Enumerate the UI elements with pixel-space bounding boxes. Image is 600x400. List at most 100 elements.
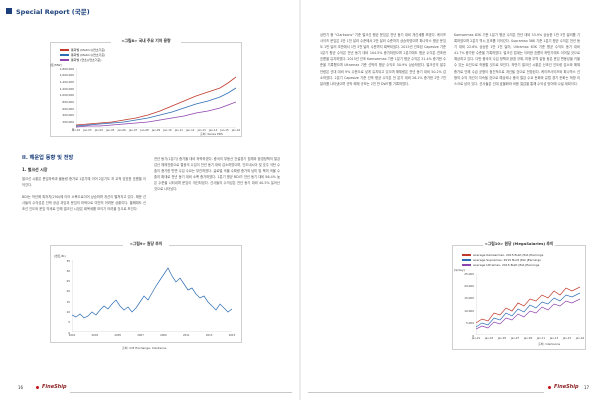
chart1-x-tick: Jan-04 — [94, 129, 103, 132]
chart2-y-tick: 35 — [66, 258, 70, 263]
chart1-y-tick: 1,200,000 — [59, 86, 74, 91]
page-spine — [299, 0, 301, 400]
report-header: Special Report (국문) — [6, 6, 90, 16]
chart1-y-tick: 1,600,000 — [59, 73, 74, 78]
chart1-source: 출처: Korea PDS — [200, 132, 223, 136]
chart1-x-tick: Jan-06 — [117, 129, 126, 132]
chart3-y-tick: 0 — [472, 333, 474, 338]
footer-dot-icon — [36, 386, 39, 389]
chart3-x-tick: Jan-03 — [484, 337, 494, 340]
left-footer-rule — [70, 392, 292, 393]
left-col1-para1: 벌크선 시황은 운임하락과 물동량 증가로 1분기에 이어 2분기도 저 교적 … — [22, 177, 146, 188]
chart1-plot — [76, 68, 236, 128]
chart2-title: <그림9> 원당 추이 — [129, 241, 163, 246]
chart3-series-3 — [476, 298, 580, 330]
chart2-y-tick: 25 — [66, 279, 70, 284]
legend-label: 통화별 (Metric)(연초기준) — [71, 53, 106, 57]
header-title: Special Report (국문) — [16, 8, 90, 16]
left-col1-para2: BDI는 작년에 최저치(290)에 이어 소폭으로이어 상승하며 개선이 펼쳐… — [22, 195, 146, 212]
chart1-x-tick: Jan-09 — [151, 129, 161, 132]
chart2-frame: <그림9> 원당 추이 — [50, 241, 242, 343]
chart1-x-tick: Jan-03 — [83, 129, 92, 132]
chart1-legend-2: 통화별 (Metric)(연초기준) — [60, 53, 105, 57]
chart1-series-3 — [76, 101, 236, 128]
chart3-frame: <그림10> 원당 (MegaSalaries) 추이 — [452, 241, 586, 350]
chart2-x-tick: 2001 — [68, 334, 76, 337]
chart3-unit: ($/day) — [454, 268, 465, 272]
chart1-x-tick: Jan-11 — [174, 129, 183, 132]
right-page-number: 17 — [584, 385, 590, 390]
legend-swatch — [462, 264, 471, 266]
legend-label: 통화별 (Metric)(연초기준) — [71, 48, 106, 52]
chart1-unit: (톤/MW) — [50, 63, 62, 67]
chart1-x-tick: Jan-16 — [231, 129, 241, 132]
chart1-x-tick: Jan-10 — [163, 129, 172, 132]
chart2-y-tick: 15 — [66, 299, 70, 304]
chart2-y-tick: 10 — [66, 309, 70, 314]
chart2-plot — [72, 260, 232, 332]
chart1-y-tick: 200,000 — [62, 119, 74, 124]
chart1-x-tick: Jan-13 — [197, 129, 206, 132]
chart3-y-tick: 5,000 — [465, 321, 474, 326]
chart1-y-tick: 1,800,000 — [59, 66, 74, 71]
chart1-x-tick: Jan-02 — [71, 129, 81, 132]
section-heading: II. 해운업 동향 및 전망 — [22, 155, 74, 161]
legend-swatch — [60, 59, 69, 61]
legend-label: 통화별 (연초)(연초기준) — [71, 58, 102, 62]
chart1-title: <그림8> 국내 주요 기저 용량 — [121, 38, 171, 43]
chart3-x-tick: Jan-05 — [497, 337, 507, 340]
sub-heading: 1. 벌크선 시장 — [22, 167, 48, 172]
chart1-y-tick: 1,400,000 — [59, 79, 74, 84]
chart2-unit: (센트/lb) — [54, 254, 66, 258]
chart3-x-tick: Jan-09 — [523, 337, 533, 340]
chart3-series-2 — [476, 292, 580, 328]
chart2-x-tick: 2007 — [137, 334, 144, 337]
chart2-y-tick: 30 — [66, 268, 70, 273]
chart2-x-tick: 2003 — [91, 334, 99, 337]
legend-swatch — [462, 259, 471, 261]
chart2-x-tick: 2011 — [182, 334, 190, 337]
chart1-frame: <그림8> 국내 주요 기저 용량 — [50, 38, 242, 137]
chart3-legend-1: Average Kamsarmax, 2015 Built (Est.)Earn… — [462, 253, 543, 257]
footer-dot-icon — [548, 386, 551, 389]
legend-label: Average Ultramax, 2015 Built (Est.)Earni… — [473, 263, 540, 267]
chart2-y-tick: 5 — [68, 320, 70, 325]
right-col1-text: 상반기 중 "Clarksons" 기준 벌크선 평균 운임은 전년 동기 대비… — [320, 33, 446, 86]
legend-swatch — [60, 49, 69, 51]
chart1-y-tick: 0 — [72, 126, 74, 131]
chart1-x-tick: Jan-14 — [209, 129, 218, 132]
chart3-x-tick: Jan-15 — [562, 337, 572, 340]
chart1-x-tick: Jan-15 — [220, 129, 229, 132]
chart1-x-tick: Jan-05 — [106, 129, 115, 132]
chart3-legend-2: Average Supramax, 2015 Built (Est.)Earni… — [462, 258, 541, 262]
chart3-title: <그림10> 원당 (MegaSalaries) 추이 — [484, 241, 554, 246]
chart1-y-tick: 400,000 — [62, 113, 74, 118]
chart1-y-tick: 800,000 — [62, 99, 74, 104]
legend-label: Average Kamsarmax, 2015 Built (Est.)Earn… — [473, 253, 544, 257]
chart3-source: 출처: Clarksons — [538, 342, 561, 346]
chart2-y-tick: 0 — [68, 330, 70, 335]
chart3-x-tick: Jan-07 — [510, 337, 520, 340]
chart3-legend-3: Average Ultramax, 2015 Built (Est.)Earni… — [462, 263, 539, 267]
chart3-x-tick: Jan-11 — [536, 337, 546, 340]
legend-label: Average Supramax, 2015 Built (Est.)Earni… — [473, 258, 541, 262]
left-page: Special Report (국문) <그림8> 국내 주요 기저 용량 통화… — [6, 6, 292, 393]
right-footer-rule — [308, 392, 544, 393]
chart1-legend-1: 통화별 (Metric)(연초기준) — [60, 48, 105, 52]
chart1-series-2 — [76, 87, 236, 127]
chart3-x-tick: Jan-01 — [471, 337, 481, 340]
left-page-number: 16 — [18, 385, 24, 390]
chart2-x-tick: 2009 — [160, 334, 167, 337]
chart1-x-tick: Jan-08 — [140, 129, 149, 132]
chart3-y-tick: 25,000 — [464, 271, 474, 276]
chart3-y-tick: 20,000 — [464, 283, 474, 288]
chart1-x-tick: Jan-07 — [129, 129, 138, 132]
chart2-series — [72, 267, 232, 319]
chart1-y-tick: 1,000,000 — [59, 93, 74, 98]
chart3-plot — [476, 273, 580, 335]
right-footer-brand: FineShip — [554, 384, 579, 390]
chart3-x-tick: Jan-13 — [549, 337, 559, 340]
chart1-x-tick: Jan-12 — [186, 129, 195, 132]
right-page: 상반기 중 "Clarksons" 기준 벌크선 평균 운임은 전년 동기 대비… — [300, 0, 600, 400]
chart2-x-tick: 2015 — [228, 334, 236, 337]
